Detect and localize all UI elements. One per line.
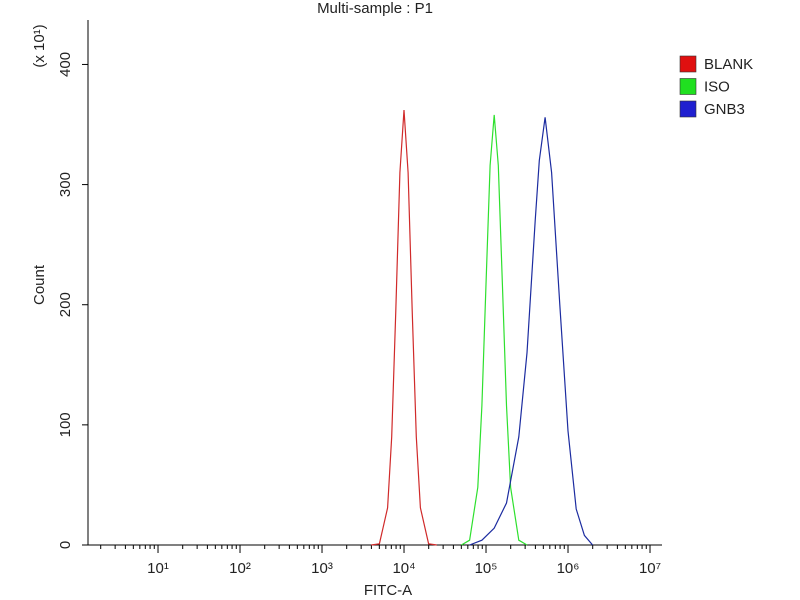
histogram-line xyxy=(461,114,528,546)
y-tick-label: 0 xyxy=(57,541,74,549)
x-tick-label: 10¹ xyxy=(147,560,169,577)
y-scale-label: (x 10¹) xyxy=(31,24,48,67)
x-tick-label: 10³ xyxy=(311,560,333,577)
chart-title: Multi-sample : P1 xyxy=(317,0,433,17)
x-axis-label: FITC-A xyxy=(364,582,412,599)
histogram-line xyxy=(371,110,437,546)
x-tick-label: 10⁷ xyxy=(639,560,661,577)
y-tick-label: 200 xyxy=(57,292,74,317)
legend-swatch xyxy=(679,55,697,73)
y-axis-label: Count xyxy=(31,264,48,305)
x-tick-label: 10⁵ xyxy=(475,560,498,577)
x-tick-label: 10² xyxy=(229,560,251,577)
y-tick-label: 300 xyxy=(57,172,74,197)
legend-swatch xyxy=(679,100,697,118)
histogram-line xyxy=(469,117,594,546)
legend-swatch xyxy=(679,78,697,95)
legend-label: ISO xyxy=(704,78,730,95)
y-tick-label: 100 xyxy=(57,412,74,437)
legend-label: GNB3 xyxy=(704,101,745,118)
y-tick-label: 400 xyxy=(57,52,74,77)
x-tick-label: 10⁶ xyxy=(557,560,580,577)
x-tick-label: 10⁴ xyxy=(392,560,415,577)
legend-label: BLANK xyxy=(704,56,753,73)
